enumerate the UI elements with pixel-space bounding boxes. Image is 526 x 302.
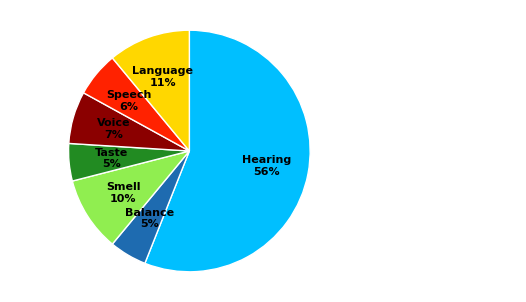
Wedge shape <box>113 30 189 151</box>
Wedge shape <box>145 30 310 272</box>
Wedge shape <box>113 151 189 263</box>
Text: Balance
5%: Balance 5% <box>125 208 174 230</box>
Wedge shape <box>73 151 189 244</box>
Text: Voice
7%: Voice 7% <box>97 118 130 140</box>
Text: Smell
10%: Smell 10% <box>106 182 140 204</box>
Wedge shape <box>68 143 189 181</box>
Text: Language
11%: Language 11% <box>132 66 193 88</box>
Wedge shape <box>84 58 189 151</box>
Wedge shape <box>69 93 189 151</box>
Text: Taste
5%: Taste 5% <box>95 148 128 169</box>
Text: Hearing
56%: Hearing 56% <box>242 155 291 176</box>
Text: Speech
6%: Speech 6% <box>106 90 151 112</box>
